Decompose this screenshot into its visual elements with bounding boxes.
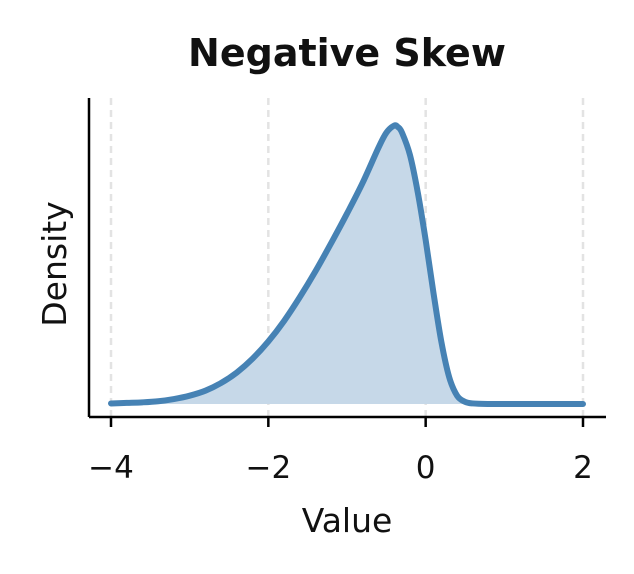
x-tick-label-0: −4: [88, 450, 134, 486]
y-axis-label: Density: [35, 201, 74, 326]
ticks-layer: −4 −2 0 2: [88, 417, 593, 486]
x-tick-label-1: −2: [245, 450, 291, 486]
chart-title: Negative Skew: [188, 31, 506, 75]
x-tick-label-3: 2: [573, 450, 593, 486]
density-curve-line: [108, 122, 586, 407]
x-axis-label: Value: [302, 501, 393, 540]
density-area-fill: [111, 125, 583, 405]
x-tick-label-2: 0: [416, 450, 436, 486]
